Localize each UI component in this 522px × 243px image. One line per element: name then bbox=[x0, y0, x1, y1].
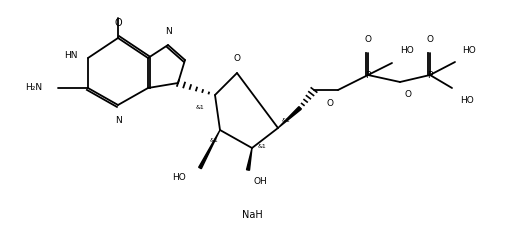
Text: NaH: NaH bbox=[242, 210, 263, 220]
Text: &1: &1 bbox=[195, 105, 204, 110]
Polygon shape bbox=[246, 148, 252, 170]
Text: H₂N: H₂N bbox=[25, 84, 42, 93]
Text: HO: HO bbox=[172, 174, 186, 182]
Text: HO: HO bbox=[460, 96, 474, 105]
Text: O: O bbox=[326, 99, 334, 108]
Text: O: O bbox=[426, 35, 433, 44]
Text: &1: &1 bbox=[282, 118, 291, 123]
Text: HO: HO bbox=[462, 46, 476, 55]
Text: O: O bbox=[405, 90, 411, 99]
Text: OH: OH bbox=[254, 177, 268, 186]
Text: O: O bbox=[364, 35, 372, 44]
Text: N: N bbox=[164, 27, 171, 36]
Text: HN: HN bbox=[65, 52, 78, 61]
Polygon shape bbox=[199, 130, 220, 169]
Text: P: P bbox=[428, 70, 433, 79]
Text: &1: &1 bbox=[209, 138, 218, 143]
Text: O: O bbox=[114, 18, 122, 28]
Text: N: N bbox=[115, 116, 122, 125]
Text: P: P bbox=[365, 70, 371, 79]
Polygon shape bbox=[278, 107, 301, 128]
Text: O: O bbox=[233, 54, 241, 63]
Text: &1: &1 bbox=[258, 144, 267, 149]
Text: HO: HO bbox=[400, 46, 414, 55]
